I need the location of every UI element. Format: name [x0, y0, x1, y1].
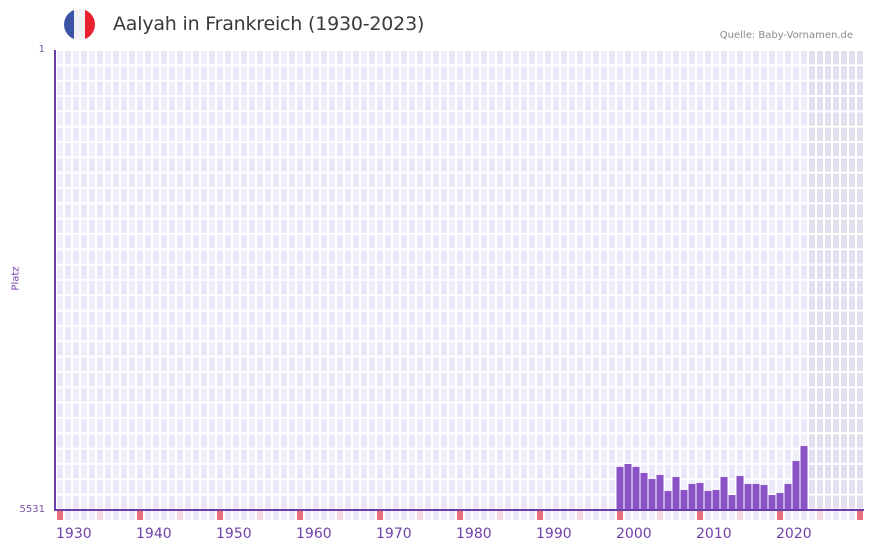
bar-2000	[616, 466, 624, 510]
x-tick-label: 1950	[216, 526, 252, 542]
x-tick-label: 1930	[56, 526, 92, 542]
bar-2008	[680, 490, 688, 510]
x-tick-label: 1990	[536, 526, 572, 542]
decade-marker	[697, 511, 703, 520]
chart-grid	[57, 51, 863, 520]
plot-area	[56, 50, 864, 520]
bar-2015	[736, 475, 744, 510]
decade-marker	[297, 511, 303, 520]
bar-2006	[664, 491, 672, 510]
bar-2004	[648, 478, 656, 510]
decade-marker	[537, 511, 543, 520]
x-tick-label: 2010	[696, 526, 732, 542]
decade-marker	[457, 511, 463, 520]
decade-marker	[377, 511, 383, 520]
decade-marker	[777, 511, 783, 520]
x-tick-label: 2000	[616, 526, 652, 542]
bar-2019	[768, 495, 776, 510]
bar-2023	[800, 446, 808, 510]
bar-2010	[696, 483, 704, 510]
flag-white	[74, 9, 85, 40]
bar-2020	[776, 493, 784, 510]
y-tick-top: 1	[38, 44, 45, 55]
source-label: Quelle: Baby-Vornamen.de	[719, 30, 853, 41]
bar-2017	[752, 484, 760, 510]
bar-2009	[688, 484, 696, 510]
decade-marker	[857, 511, 863, 520]
bar-2012	[712, 490, 720, 510]
decade-marker	[137, 511, 143, 520]
flag-red	[84, 9, 95, 40]
x-tick-label: 1960	[296, 526, 332, 542]
bar-2002	[632, 466, 640, 510]
bar-2021	[784, 484, 792, 510]
bar-2005	[656, 474, 664, 510]
bar-2003	[640, 472, 648, 510]
x-tick-label: 1940	[136, 526, 172, 542]
bar-2014	[728, 495, 736, 510]
chart-title: Aalyah in Frankreich (1930-2023)	[113, 13, 425, 35]
y-axis-label: Platz	[10, 266, 22, 291]
bar-2007	[672, 476, 680, 510]
y-tick-bottom: 5531	[19, 504, 45, 515]
x-tick-label: 2020	[776, 526, 812, 542]
decade-marker	[57, 511, 63, 520]
bar-2016	[744, 484, 752, 510]
decade-marker	[217, 511, 223, 520]
x-axis-line	[54, 509, 864, 511]
flag-blue	[64, 9, 75, 40]
bar-2013	[720, 476, 728, 510]
bar-2001	[624, 464, 632, 510]
france-flag-icon	[64, 9, 95, 40]
bar-2018	[760, 485, 768, 510]
bar-2022	[792, 461, 800, 510]
y-axis-line	[54, 50, 56, 511]
bar-2011	[704, 491, 712, 510]
decade-marker	[617, 511, 623, 520]
x-tick-label: 1980	[456, 526, 492, 542]
x-tick-label: 1970	[376, 526, 412, 542]
